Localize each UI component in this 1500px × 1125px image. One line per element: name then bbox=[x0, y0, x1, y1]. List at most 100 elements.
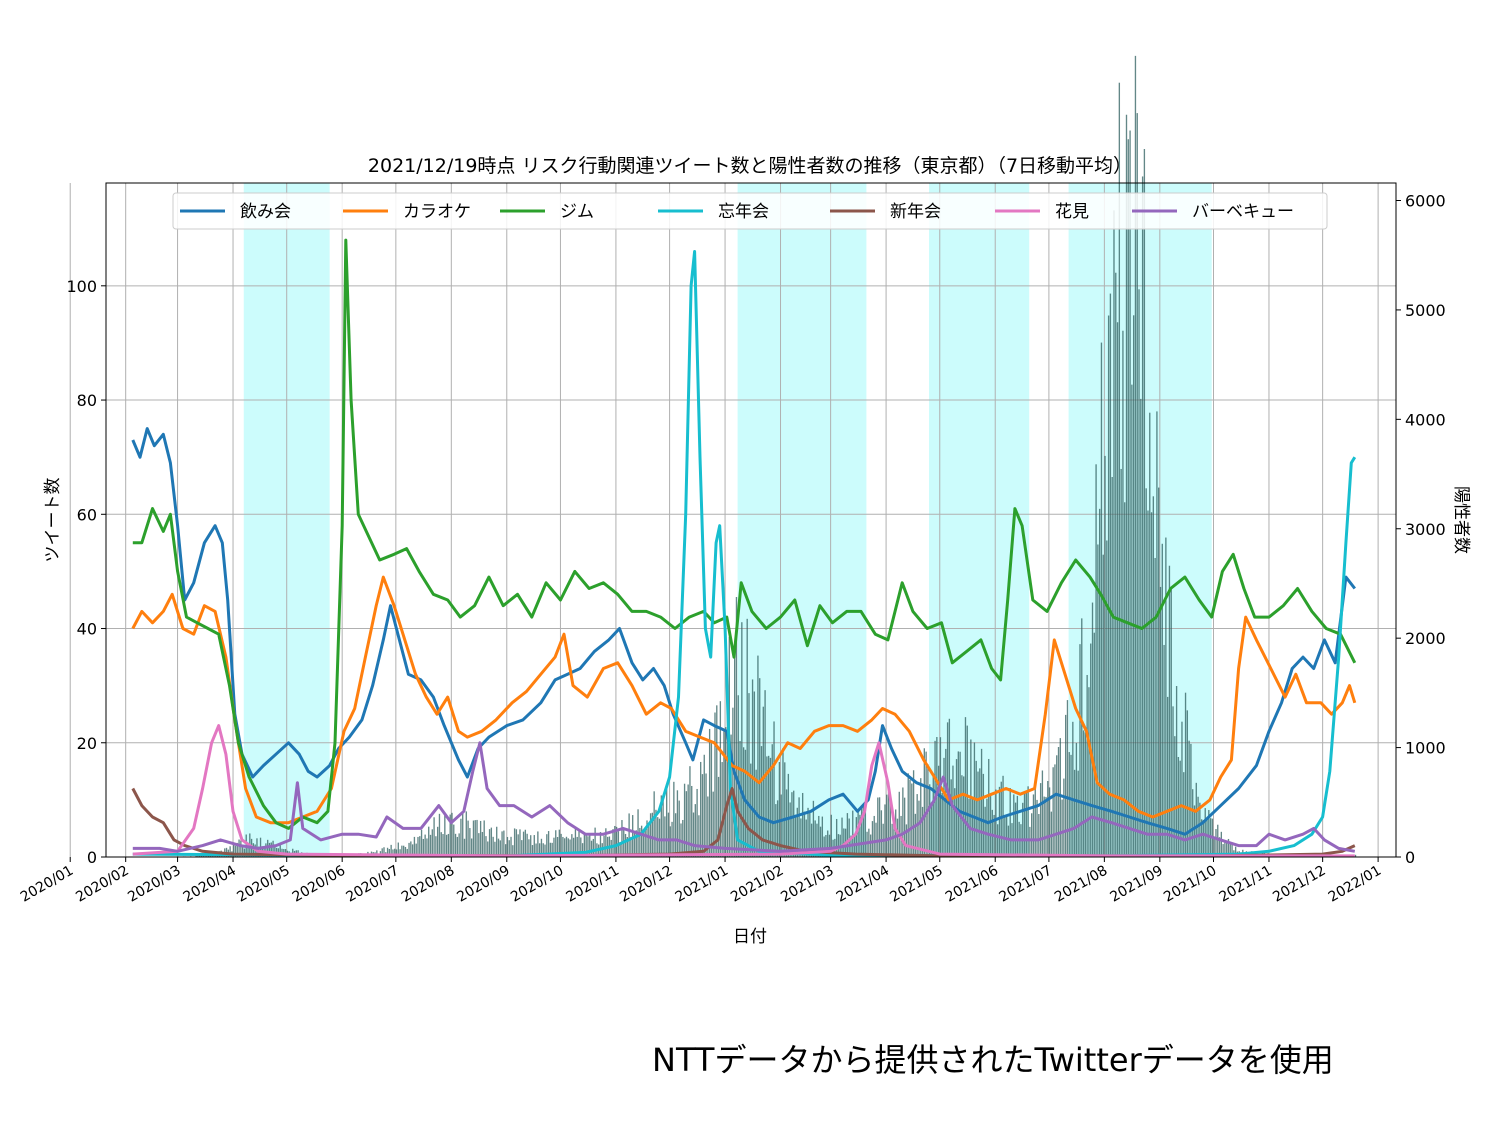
cases-bar bbox=[667, 812, 670, 857]
cases-bar bbox=[624, 833, 627, 857]
cases-bar bbox=[1005, 816, 1008, 857]
x-tick-label: 2021/03 bbox=[778, 863, 836, 906]
cases-bar bbox=[424, 834, 426, 857]
x-tick-label: 2021/01 bbox=[673, 863, 731, 906]
cases-bar bbox=[1158, 487, 1160, 857]
cases-bar bbox=[1115, 272, 1117, 858]
cases-bar bbox=[472, 820, 475, 857]
cases-bar bbox=[417, 836, 419, 857]
cases-bar bbox=[555, 830, 557, 857]
y-tick-label: 0 bbox=[87, 848, 97, 867]
y-tick-label: 60 bbox=[77, 505, 97, 524]
cases-bar bbox=[794, 814, 797, 857]
cases-bar bbox=[460, 818, 462, 857]
cases-bar bbox=[501, 831, 503, 857]
cases-bar bbox=[1184, 692, 1187, 857]
cases-bar bbox=[975, 760, 977, 857]
cases-bar bbox=[757, 655, 759, 857]
cases-bar bbox=[479, 820, 482, 857]
cases-bar bbox=[803, 811, 806, 857]
cases-bar bbox=[1149, 412, 1151, 857]
cases-bar bbox=[528, 839, 530, 857]
cases-bar bbox=[429, 834, 432, 857]
cases-bar bbox=[954, 788, 956, 857]
cases-bar bbox=[1129, 130, 1131, 858]
cases-bar bbox=[771, 744, 773, 857]
cases-bar bbox=[982, 773, 985, 857]
cases-bar bbox=[703, 754, 705, 857]
cases-bar bbox=[762, 706, 764, 857]
cases-bar bbox=[247, 845, 249, 857]
cases-bar bbox=[1199, 802, 1201, 857]
cases-bar bbox=[673, 781, 675, 857]
cases-bar bbox=[1088, 687, 1090, 857]
y2-tick-label: 5000 bbox=[1405, 301, 1446, 320]
cases-bar bbox=[519, 829, 521, 857]
cases-bar bbox=[902, 787, 904, 857]
cases-bar bbox=[741, 622, 743, 857]
x-tick-label: 2022/01 bbox=[1326, 863, 1384, 906]
cases-bar bbox=[1104, 455, 1106, 857]
cases-bar bbox=[1061, 799, 1063, 857]
cases-bar bbox=[403, 845, 405, 857]
cases-bar bbox=[1134, 55, 1137, 858]
cases-bar bbox=[422, 838, 425, 857]
cases-bar bbox=[530, 835, 532, 857]
cases-bar bbox=[499, 840, 501, 857]
cases-bar bbox=[948, 718, 951, 857]
cases-bar bbox=[750, 763, 752, 857]
y-tick-label: 80 bbox=[77, 391, 97, 410]
cases-bar bbox=[594, 827, 596, 857]
cases-bar bbox=[875, 822, 877, 857]
cases-bar bbox=[957, 751, 959, 857]
cases-bar bbox=[837, 834, 840, 857]
cases-bar bbox=[716, 705, 718, 857]
cases-bar bbox=[907, 773, 909, 857]
plot-frame bbox=[105, 182, 1397, 858]
cases-bar bbox=[1081, 618, 1083, 857]
cases-bar bbox=[1213, 838, 1215, 857]
series-line bbox=[131, 575, 1357, 825]
x-tick-label: 2021/09 bbox=[1107, 863, 1165, 906]
cases-bar bbox=[909, 779, 911, 857]
cases-bar bbox=[669, 826, 671, 857]
cases-bar bbox=[410, 841, 412, 857]
cases-bar bbox=[653, 791, 655, 857]
cases-bar bbox=[649, 813, 652, 857]
cases-bar bbox=[988, 758, 990, 857]
cases-bar bbox=[1204, 808, 1206, 857]
cases-bar bbox=[1165, 537, 1167, 857]
cases-bar bbox=[778, 762, 781, 857]
cases-bar bbox=[589, 834, 591, 857]
y-tick-label: 20 bbox=[77, 734, 97, 753]
cases-bar bbox=[1222, 844, 1224, 857]
cases-bar bbox=[199, 855, 201, 857]
cases-bar bbox=[819, 826, 822, 857]
cases-bar bbox=[864, 806, 866, 857]
cases-bar bbox=[1098, 508, 1101, 857]
cases-bar bbox=[1163, 644, 1165, 857]
cases-bar bbox=[880, 810, 883, 857]
cases-bar bbox=[506, 836, 509, 857]
cases-bar bbox=[997, 824, 999, 857]
y2-axis-label: 陽性者数 bbox=[1451, 486, 1471, 554]
cases-bar bbox=[1161, 543, 1163, 857]
cases-bar bbox=[590, 840, 593, 857]
cases-bar bbox=[873, 815, 875, 857]
cases-bar bbox=[773, 721, 775, 857]
cases-bar bbox=[1034, 787, 1036, 857]
cases-bar bbox=[492, 836, 494, 857]
cases-bar bbox=[895, 809, 897, 857]
y2-tick-label: 2000 bbox=[1405, 629, 1446, 648]
cases-bar bbox=[420, 829, 423, 857]
x-tick-label: 2020/10 bbox=[508, 863, 566, 906]
cases-bar bbox=[1025, 792, 1027, 857]
cases-bar bbox=[236, 842, 238, 857]
cases-bar bbox=[531, 845, 534, 857]
x-tick-label: 2021/04 bbox=[834, 863, 892, 906]
cases-bar bbox=[585, 833, 587, 857]
cases-bar bbox=[725, 727, 727, 857]
cases-bar bbox=[496, 826, 498, 857]
cases-bar bbox=[270, 842, 272, 857]
cases-bar bbox=[1127, 139, 1129, 857]
